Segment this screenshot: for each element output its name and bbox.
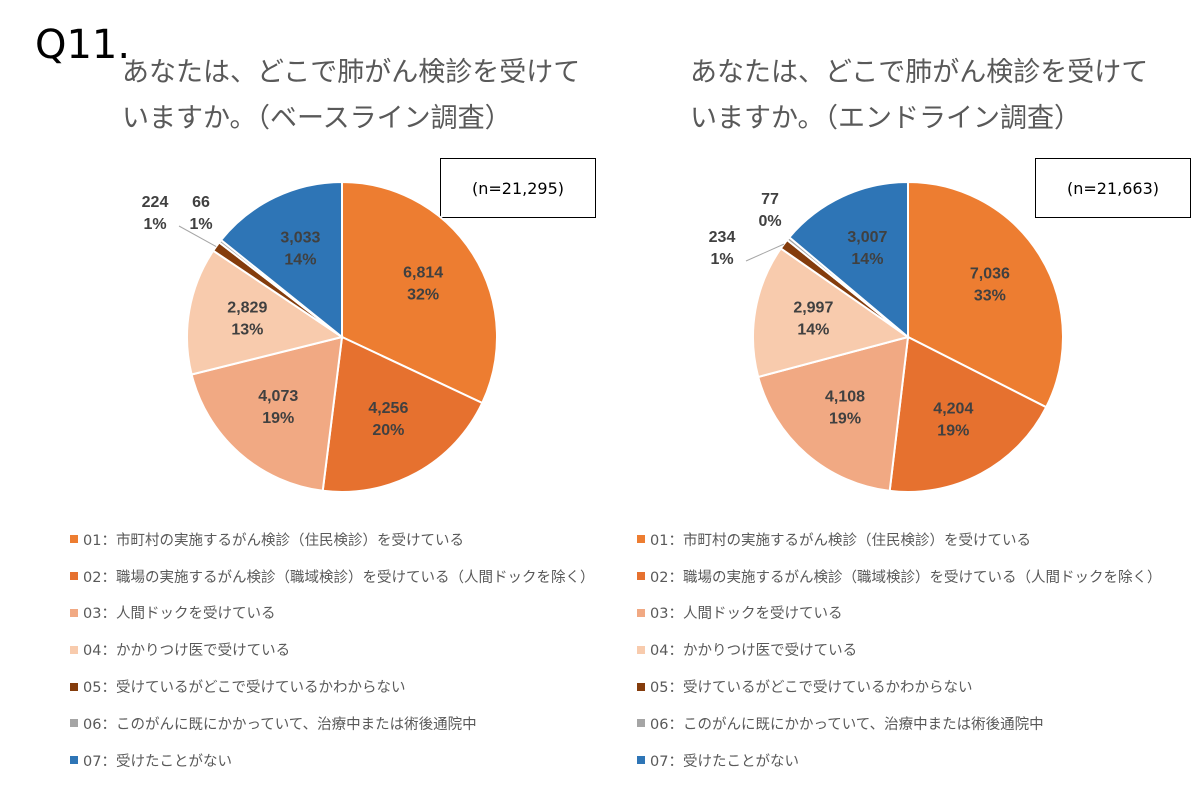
percent-label: 1% (143, 216, 166, 233)
pie-slice (757, 335, 910, 493)
legend-label: 07：受けたことがない (83, 753, 232, 770)
pie-slice (787, 180, 909, 340)
legend-swatch (637, 645, 645, 654)
legend-label: 03：人間ドックを受けている (83, 606, 276, 623)
legend-swatch (70, 572, 78, 581)
pie-slice (190, 335, 344, 492)
legend-item: 02：職場の実施するがん検診（職域検診）を受けている（人間ドックを除く） (637, 558, 1161, 595)
pie-slice (888, 335, 1048, 493)
legend-label: 02：職場の実施するがん検診（職域検診）を受けている（人間ドックを除く） (83, 569, 595, 586)
percent-label: 14% (851, 251, 883, 268)
value-label: 4,204 (933, 401, 973, 418)
legend-item: 03：人間ドックを受けている (637, 595, 1161, 632)
legend-swatch (637, 535, 645, 544)
legend-label: 05：受けているがどこで受けているかわからない (83, 680, 406, 697)
legend-swatch (637, 572, 645, 581)
pie-slice (752, 247, 911, 379)
legend-swatch (70, 719, 78, 728)
legend-item: 04：かかりつけ医で受けている (70, 631, 594, 668)
chart-title-endline: あなたは、どこで肺がん検診を受けていますか。（エンドライン調査） (690, 57, 1149, 134)
legend-item: 06：このがんに既にかかっていて、治療中または術後通院中 (70, 705, 594, 742)
value-label: 66 (192, 194, 210, 211)
legend-label: 05：受けているがどこで受けているかわからない (650, 680, 973, 697)
percent-label: 32% (407, 287, 439, 304)
percent-label: 19% (829, 411, 861, 428)
chart-title-baseline: あなたは、どこで肺がん検診を受けていますか。（ベースライン調査） (122, 57, 581, 134)
legend-swatch (70, 756, 78, 765)
value-label: 4,108 (825, 389, 865, 406)
legend-item: 04：かかりつけ医で受けている (637, 631, 1161, 668)
legend-baseline: 01：市町村の実施するがん検診（住民検診）を受けている 02：職場の実施するがん検… (70, 521, 594, 779)
legend-swatch (70, 645, 78, 654)
legend-swatch (70, 535, 78, 544)
leader-line (745, 243, 785, 262)
legend-swatch (637, 756, 645, 765)
legend-label: 07：受けたことがない (650, 753, 799, 770)
leader-line (178, 225, 217, 247)
question-label: Q11. (35, 22, 131, 68)
legend-label: 02：職場の実施するがん検診（職域検診）を受けている（人間ドックを除く） (650, 569, 1162, 586)
legend-item: 07：受けたことがない (637, 742, 1161, 779)
percent-label: 1% (189, 216, 212, 233)
pie-slice (341, 180, 498, 405)
percent-label: 19% (262, 410, 294, 427)
pie-slice (321, 335, 484, 493)
legend-swatch (637, 608, 645, 617)
percent-label: 13% (231, 321, 263, 338)
legend-item: 05：受けているがどこで受けているかわからない (637, 668, 1161, 705)
pie-slice (219, 180, 343, 340)
legend-item: 05：受けているがどこで受けているかわからない (70, 668, 594, 705)
legend-swatch (70, 608, 78, 617)
n-label-endline: (n=21,663) (1035, 158, 1191, 218)
value-label: 3,007 (847, 229, 887, 246)
legend-label: 03：人間ドックを受けている (650, 606, 843, 623)
legend-label: 04：かかりつけ医で受けている (650, 643, 858, 660)
value-label: 2,829 (227, 299, 267, 316)
legend-swatch (637, 682, 645, 691)
value-label: 234 (709, 229, 736, 246)
value-label: 4,256 (368, 400, 408, 417)
percent-label: 20% (372, 422, 404, 439)
legend-swatch (70, 682, 78, 691)
legend-label: 01：市町村の実施するがん検診（住民検診）を受けている (83, 532, 464, 549)
value-label: 77 (761, 191, 779, 208)
legend-swatch (637, 719, 645, 728)
value-label: 224 (142, 194, 169, 211)
percent-label: 14% (797, 321, 829, 338)
percent-label: 0% (758, 213, 781, 230)
legend-label: 04：かかりつけ医で受けている (83, 643, 291, 660)
value-label: 3,033 (280, 229, 320, 246)
legend-label: 01：市町村の実施するがん検診（住民検診）を受けている (650, 532, 1031, 549)
value-label: 2,997 (793, 299, 833, 316)
value-label: 6,814 (403, 265, 443, 282)
percent-label: 1% (710, 251, 733, 268)
value-label: 7,036 (970, 266, 1010, 283)
percent-label: 19% (937, 423, 969, 440)
legend-item: 06：このがんに既にかかっていて、治療中または術後通院中 (637, 705, 1161, 742)
legend-endline: 01：市町村の実施するがん検診（住民検診）を受けている 02：職場の実施するがん検… (637, 521, 1161, 779)
percent-label: 33% (974, 288, 1006, 305)
n-label-baseline: (n=21,295) (440, 158, 596, 218)
legend-item: 03：人間ドックを受けている (70, 595, 594, 632)
legend-item: 01：市町村の実施するがん検診（住民検診）を受けている (70, 521, 594, 558)
legend-item: 01：市町村の実施するがん検診（住民検診）を受けている (637, 521, 1161, 558)
legend-label: 06：このがんに既にかかっていて、治療中または術後通院中 (83, 716, 477, 733)
legend-item: 02：職場の実施するがん検診（職域検診）を受けている（人間ドックを除く） (70, 558, 594, 595)
pie-slice (186, 249, 345, 376)
legend-label: 06：このがんに既にかかっていて、治療中または術後通院中 (650, 716, 1044, 733)
value-label: 4,073 (258, 388, 298, 405)
percent-label: 14% (284, 251, 316, 268)
legend-item: 07：受けたことがない (70, 742, 594, 779)
pie-slice (907, 180, 1064, 409)
